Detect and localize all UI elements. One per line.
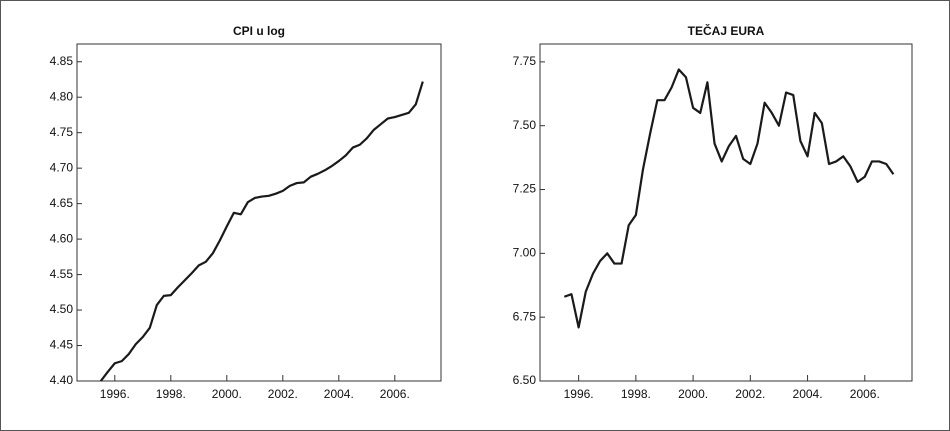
x-tick-label: 1998.	[621, 387, 651, 401]
y-tick-label: 4.50	[50, 302, 74, 316]
plot-area	[76, 43, 442, 382]
y-tick-label: 4.65	[50, 196, 74, 210]
x-tick-label: 2000.	[212, 387, 242, 401]
y-tick-label: 4.40	[50, 373, 74, 387]
x-tick-label: 2002.	[268, 387, 298, 401]
chart-title: TEČAJ EURA	[688, 23, 765, 38]
x-tick-label: 1998.	[156, 387, 186, 401]
x-tick-label: 1996.	[564, 387, 594, 401]
x-tick-label: 1996.	[100, 387, 130, 401]
x-tick-label: 2004.	[793, 387, 823, 401]
y-tick-label: 7.00	[513, 246, 537, 260]
y-tick-label: 4.55	[50, 267, 74, 281]
y-tick-label: 4.60	[50, 231, 74, 245]
x-tick-label: 2006.	[850, 387, 880, 401]
y-tick-label: 6.75	[513, 309, 537, 323]
chart-title: CPI u log	[233, 24, 285, 38]
y-tick-label: 4.80	[50, 89, 74, 103]
y-tick-label: 7.75	[513, 54, 537, 68]
x-tick-label: 2002.	[735, 387, 765, 401]
y-tick-label: 4.75	[50, 125, 74, 139]
y-tick-label: 7.50	[513, 118, 537, 132]
plot-area	[539, 43, 913, 382]
y-tick-label: 4.45	[50, 338, 74, 352]
y-tick-label: 4.85	[50, 54, 74, 68]
y-tick-label: 7.25	[513, 182, 537, 196]
y-tick-label: 6.50	[513, 373, 537, 387]
x-tick-label: 2000.	[678, 387, 708, 401]
x-tick-label: 2006.	[380, 387, 410, 401]
x-tick-label: 2004.	[324, 387, 354, 401]
y-tick-label: 4.70	[50, 160, 74, 174]
series-line	[99, 81, 424, 382]
series-line	[563, 68, 895, 329]
